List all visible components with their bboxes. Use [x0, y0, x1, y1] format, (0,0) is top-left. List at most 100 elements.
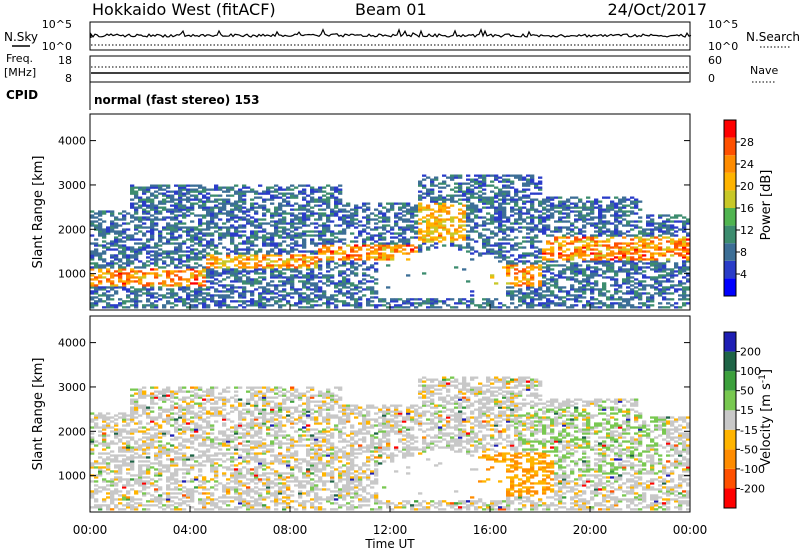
data-cell [130, 402, 135, 405]
data-cell [506, 178, 511, 181]
data-cell [386, 246, 391, 249]
data-cell [210, 206, 215, 209]
data-cell [150, 202, 155, 205]
data-cell [278, 222, 283, 225]
data-cell [294, 248, 299, 251]
data-cell [558, 302, 563, 305]
data-cell [614, 226, 619, 229]
data-cell [238, 204, 243, 207]
data-cell [94, 490, 99, 493]
data-cell [122, 460, 127, 463]
data-cell [646, 222, 651, 225]
data-cell [534, 292, 539, 295]
data-cell [106, 434, 111, 437]
data-cell [442, 186, 447, 189]
data-cell [506, 262, 511, 265]
data-cell [338, 292, 343, 295]
data-cell [182, 278, 187, 281]
data-cell [678, 306, 683, 309]
data-cell [666, 218, 671, 221]
data-cell [294, 292, 299, 295]
data-cell [106, 226, 111, 229]
data-cell [518, 288, 523, 291]
data-cell [602, 230, 607, 233]
data-cell [590, 274, 595, 277]
data-cell [402, 228, 407, 231]
data-cell [298, 300, 303, 303]
data-cell [174, 226, 179, 229]
data-cell [266, 208, 271, 211]
data-cell [374, 292, 379, 295]
data-cell [122, 464, 127, 467]
data-cell [654, 236, 659, 239]
data-cell [402, 306, 407, 309]
data-cell [374, 270, 379, 273]
data-cell [626, 242, 631, 245]
data-cell [98, 234, 103, 237]
data-cell [142, 272, 147, 275]
data-cell [458, 202, 463, 205]
data-cell [606, 296, 611, 299]
data-cell [146, 204, 151, 207]
data-cell [434, 230, 439, 233]
data-cell [322, 230, 327, 233]
data-cell [626, 262, 631, 265]
data-cell [154, 304, 159, 307]
data-cell [618, 298, 623, 301]
data-cell [198, 286, 203, 289]
data-cell [166, 276, 171, 279]
data-cell [506, 260, 511, 263]
data-cell [326, 202, 331, 205]
data-cell [206, 252, 211, 255]
data-cell [134, 506, 139, 509]
data-cell [590, 292, 595, 295]
data-cell [634, 250, 639, 253]
data-cell [146, 252, 151, 255]
data-cell [602, 214, 607, 217]
data-cell [674, 244, 679, 247]
data-cell [606, 228, 611, 231]
data-cell [178, 196, 183, 199]
data-cell [186, 298, 191, 301]
data-cell [662, 252, 667, 255]
data-cell [370, 300, 375, 303]
data-cell [150, 272, 155, 275]
data-cell [238, 260, 243, 263]
data-cell [454, 232, 459, 235]
data-cell [210, 270, 215, 273]
data-cell [94, 242, 99, 245]
data-cell [250, 254, 255, 257]
data-cell [330, 282, 335, 285]
data-cell [578, 216, 583, 219]
data-cell [294, 242, 299, 245]
data-cell [458, 184, 463, 187]
data-cell [586, 238, 591, 241]
data-cell [286, 188, 291, 191]
data-cell [154, 222, 159, 225]
data-cell [214, 222, 219, 225]
data-cell [310, 238, 315, 241]
data-cell [634, 272, 639, 275]
data-cell [138, 472, 143, 475]
data-cell [622, 246, 627, 249]
data-cell [234, 184, 239, 187]
data-cell [642, 240, 647, 243]
data-cell [510, 210, 515, 213]
data-cell [258, 276, 263, 279]
data-cell [182, 216, 187, 219]
data-cell [162, 226, 167, 229]
data-cell [562, 258, 567, 261]
data-cell [326, 274, 331, 277]
data-cell [498, 254, 503, 257]
data-cell [410, 210, 415, 213]
data-cell [362, 240, 367, 243]
data-cell [270, 224, 275, 227]
data-cell [550, 284, 555, 287]
data-cell [610, 236, 615, 239]
data-cell [122, 412, 127, 415]
data-cell [426, 248, 431, 251]
data-cell [154, 186, 159, 189]
data-cell [262, 212, 267, 215]
data-cell [502, 242, 507, 245]
data-cell [286, 244, 291, 247]
